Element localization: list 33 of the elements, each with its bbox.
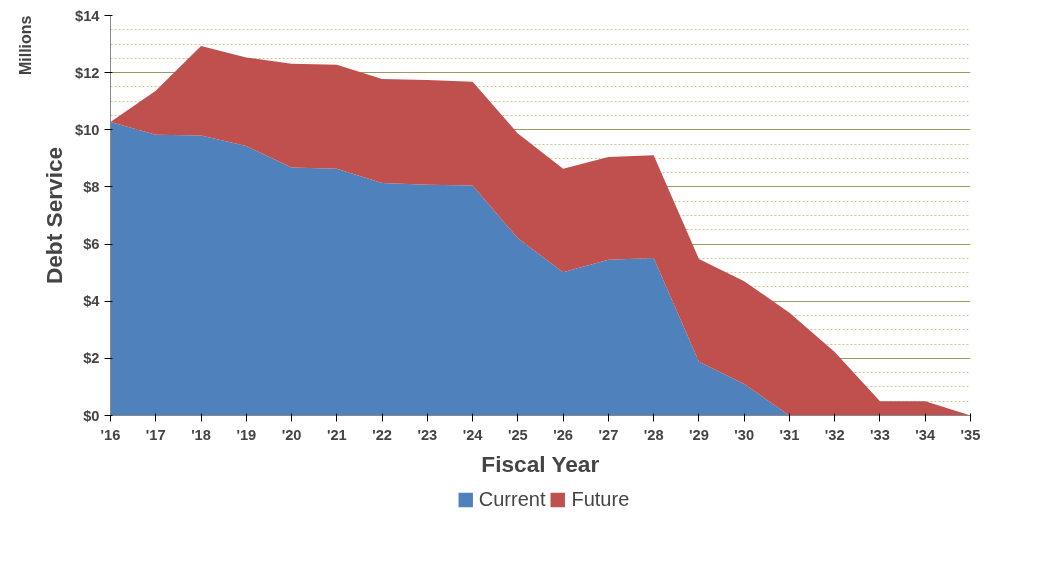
y-tick-label: $14 <box>75 7 101 24</box>
x-tick-label: '18 <box>191 426 211 443</box>
x-tick-label: '21 <box>326 426 347 443</box>
y-tick-label: $2 <box>83 350 100 367</box>
x-tick-label: '30 <box>734 426 755 443</box>
x-tick-label: '24 <box>462 426 484 443</box>
y-tick-label: $8 <box>83 178 100 195</box>
x-tick-label: '31 <box>779 426 800 443</box>
x-tick-label: '27 <box>598 426 619 443</box>
x-tick-label: '16 <box>100 426 121 443</box>
x-tick-label: '22 <box>372 426 392 443</box>
x-tick-label: '26 <box>553 426 574 443</box>
x-axis-title: Fiscal Year <box>481 450 600 477</box>
x-tick-label: '25 <box>507 426 528 443</box>
y-tick-label: $0 <box>83 407 100 424</box>
x-tick-label: '23 <box>417 426 438 443</box>
y-tick-label: $6 <box>83 236 100 253</box>
legend-label: Future <box>571 487 630 511</box>
y-tick-label: $12 <box>75 64 100 81</box>
y-tick-label: $4 <box>83 293 101 310</box>
x-tick-label: '28 <box>643 426 664 443</box>
legend-label: Current <box>478 487 546 511</box>
x-tick-label: '29 <box>689 426 709 443</box>
x-tick-label: '35 <box>960 426 981 443</box>
x-tick-label: '17 <box>145 426 166 443</box>
x-tick-label: '20 <box>281 426 302 443</box>
x-tick-label: '32 <box>824 426 845 443</box>
y-tick-label: $10 <box>75 121 100 138</box>
y-axis-title: Debt Service <box>41 146 68 285</box>
x-tick-label: '33 <box>870 426 890 443</box>
text: Millions <box>16 15 34 76</box>
x-tick-label: '19 <box>236 426 257 443</box>
x-tick-label: '34 <box>915 426 936 443</box>
